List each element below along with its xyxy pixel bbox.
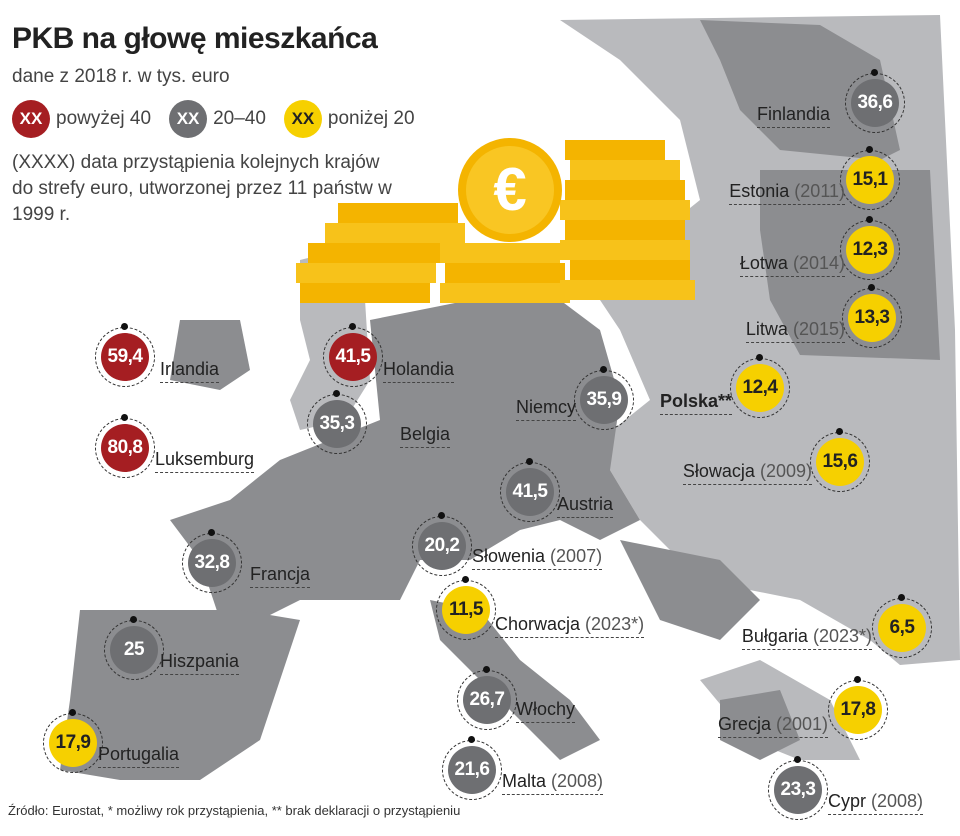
country-label: Grecja (2001) xyxy=(717,714,828,738)
country-name: Estonia xyxy=(729,181,790,201)
euro-join-year: (2001) xyxy=(770,714,828,734)
country-name: Bułgaria xyxy=(741,626,808,646)
value-badge: 59,4 xyxy=(95,323,155,387)
country-label: Malta (2008) xyxy=(502,771,604,795)
country-label: Litwa (2015) xyxy=(745,319,845,343)
value-badge: 17,9 xyxy=(43,709,103,773)
legend-label: 20–40 xyxy=(213,108,266,129)
euro-join-year: (2007) xyxy=(545,546,603,566)
country-label: Portugalia xyxy=(98,744,180,768)
country-label: Austria xyxy=(557,494,614,518)
country-name: Litwa xyxy=(745,319,788,339)
value-badge: 80,8 xyxy=(95,414,155,478)
country-name: Finlandia xyxy=(756,104,830,124)
country-label: Irlandia xyxy=(160,359,220,383)
value-badge: 41,5 xyxy=(323,323,383,387)
country-label: Belgia xyxy=(400,424,451,448)
euro-join-year: (2023*) xyxy=(580,614,645,634)
country-name: Luksemburg xyxy=(155,449,255,469)
value-badge: 36,6 xyxy=(845,69,905,133)
euro-join-year: (2011) xyxy=(789,181,845,201)
legend-label: powyżej 40 xyxy=(56,108,152,129)
country-name: Irlandia xyxy=(160,359,220,379)
value-badge: 12,3 xyxy=(840,216,900,280)
page-title: PKB na głowę mieszkańca xyxy=(12,22,378,55)
euro-join-year: (2009) xyxy=(754,461,812,481)
country-label: Cypr (2008) xyxy=(828,791,924,815)
value-badge: 13,3 xyxy=(842,284,902,348)
country-label: Estonia (2011) xyxy=(729,181,845,205)
country-name: Słowacja xyxy=(682,461,755,481)
legend-swatch-above-40: XX xyxy=(12,100,50,138)
value-badge: 35,9 xyxy=(574,366,634,430)
country-label: Bułgaria (2023*) xyxy=(741,626,872,650)
country-name: Włochy xyxy=(516,699,576,719)
euro-join-year: (2008) xyxy=(866,791,924,811)
country-name: Grecja xyxy=(717,714,771,734)
country-name: Hiszpania xyxy=(160,651,240,671)
country-label: Polska** xyxy=(659,391,732,415)
country-name: Niemcy xyxy=(515,397,576,417)
country-name: Holandia xyxy=(383,359,455,379)
country-label: Niemcy xyxy=(515,397,576,421)
country-name: Chorwacja xyxy=(495,614,581,634)
svg-text:€: € xyxy=(493,156,526,223)
country-label: Słowenia (2007) xyxy=(472,546,603,570)
value-badge: 25 xyxy=(104,616,164,680)
value-badge: 17,8 xyxy=(828,676,888,740)
country-label: Francja xyxy=(250,564,311,588)
value-badge: 11,5 xyxy=(436,576,496,640)
country-name: Francja xyxy=(250,564,311,584)
country-label: Luksemburg xyxy=(155,449,255,473)
country-name: Słowenia xyxy=(472,546,546,566)
euro-join-year: (2008) xyxy=(546,771,604,791)
country-name: Malta xyxy=(502,771,547,791)
country-name: Portugalia xyxy=(98,744,180,764)
value-badge: 15,1 xyxy=(840,146,900,210)
legend-swatch-below-20: XX xyxy=(283,100,322,138)
country-label: Hiszpania xyxy=(160,651,240,675)
value-badge: 6,5 xyxy=(872,594,932,658)
value-badge: 26,7 xyxy=(457,666,517,730)
country-label: Słowacja (2009) xyxy=(682,461,812,485)
value-badge: 20,2 xyxy=(412,512,472,576)
value-badge: 15,6 xyxy=(810,428,870,492)
country-label: Włochy xyxy=(516,699,576,723)
value-badge: 41,5 xyxy=(500,458,560,522)
country-label: Łotwa (2014) xyxy=(739,253,845,277)
subtitle: dane z 2018 r. w tys. euro xyxy=(12,66,230,87)
value-badge: 12,4 xyxy=(730,354,790,418)
value-badge: 23,3 xyxy=(768,756,828,820)
country-name: Łotwa xyxy=(739,253,788,273)
country-label: Finlandia xyxy=(756,104,830,128)
country-name: Austria xyxy=(557,494,614,514)
country-name: Cypr xyxy=(828,791,867,811)
euro-join-year: (2015) xyxy=(787,319,845,339)
legend-swatch-20-40: XX xyxy=(169,100,208,138)
value-badge: 35,3 xyxy=(307,390,367,454)
country-label: Holandia xyxy=(383,359,455,383)
value-badge: 21,6 xyxy=(442,736,502,800)
source-note: Źródło: Eurostat, * możliwy rok przystąp… xyxy=(8,803,461,818)
legend-label: poniżej 20 xyxy=(327,108,415,129)
euro-join-year: (2023*) xyxy=(807,626,872,646)
note: (XXXX) data przystąpienia kolejnych kraj… xyxy=(12,152,392,225)
country-name: Belgia xyxy=(400,424,451,444)
country-name: Polska** xyxy=(659,391,732,411)
euro-join-year: (2014) xyxy=(787,253,845,273)
legend: XX powyżej 40 XX 20–40 XX poniżej 20 xyxy=(12,100,415,138)
country-label: Chorwacja (2023*) xyxy=(495,614,645,638)
value-badge: 32,8 xyxy=(182,529,242,593)
euro-coins-illustration: € xyxy=(296,138,695,303)
